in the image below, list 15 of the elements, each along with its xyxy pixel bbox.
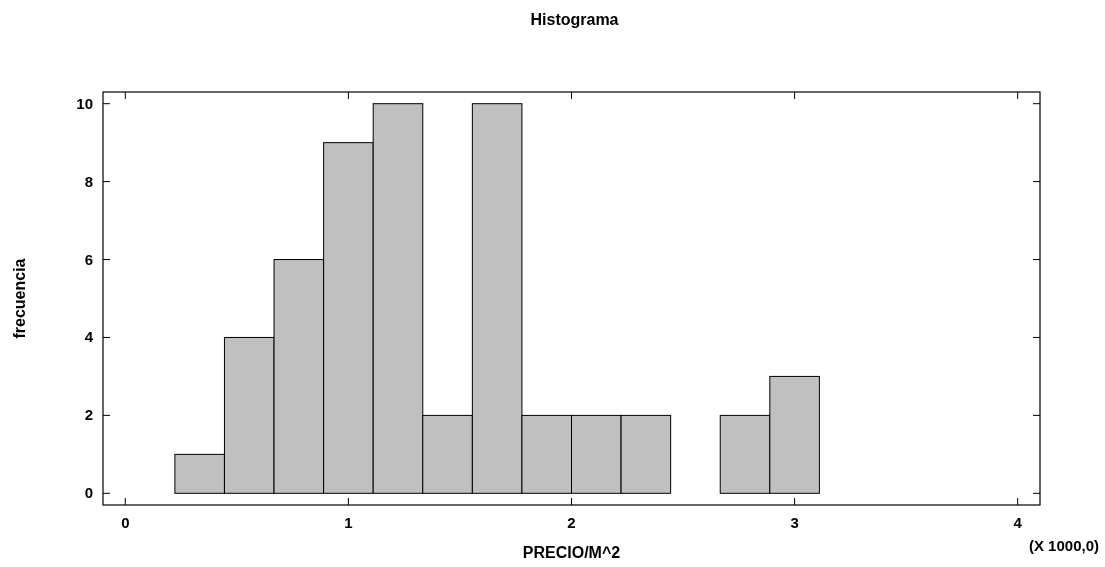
y-tick-label: 6: [84, 250, 93, 268]
x-axis-title: PRECIO/M^2: [522, 544, 621, 561]
x-tick-label: 0: [121, 514, 130, 531]
y-tick-label: 2: [84, 406, 93, 424]
x-tick-label: 4: [1013, 514, 1023, 531]
x-tick-label: 3: [790, 514, 799, 531]
y-tick-label: 0: [84, 484, 93, 502]
y-axis-title: frecuencia: [11, 258, 28, 339]
y-tick-label: 4: [84, 328, 94, 346]
chart-title: Histograma: [530, 11, 619, 28]
x-tick-label: 2: [567, 514, 576, 531]
y-tick-label: 10: [76, 94, 93, 112]
x-tick-label: 1: [344, 514, 353, 531]
y-tick-label: 8: [84, 172, 93, 190]
text: (X 1000,0): [1028, 537, 1099, 554]
